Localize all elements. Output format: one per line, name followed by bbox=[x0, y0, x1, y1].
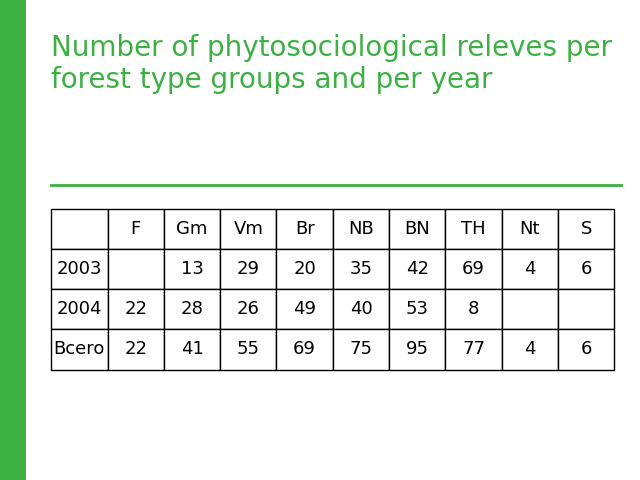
Text: 42: 42 bbox=[406, 260, 429, 278]
Text: 49: 49 bbox=[293, 300, 316, 318]
Bar bbox=[558, 289, 614, 329]
Text: S: S bbox=[580, 220, 592, 238]
Bar bbox=[51, 249, 108, 289]
Bar bbox=[389, 249, 445, 289]
Text: 4: 4 bbox=[524, 340, 536, 359]
Bar bbox=[333, 209, 389, 249]
Bar bbox=[502, 249, 558, 289]
Bar bbox=[108, 329, 164, 370]
Bar bbox=[108, 209, 164, 249]
Bar bbox=[389, 209, 445, 249]
Text: 8: 8 bbox=[468, 300, 479, 318]
Bar bbox=[558, 209, 614, 249]
Bar bbox=[164, 329, 220, 370]
Text: 35: 35 bbox=[349, 260, 372, 278]
Text: 6: 6 bbox=[580, 340, 592, 359]
Bar bbox=[164, 289, 220, 329]
Text: 53: 53 bbox=[406, 300, 429, 318]
Text: Vm: Vm bbox=[234, 220, 263, 238]
Bar bbox=[389, 289, 445, 329]
Bar bbox=[276, 329, 333, 370]
Text: 26: 26 bbox=[237, 300, 260, 318]
Bar bbox=[502, 209, 558, 249]
Bar bbox=[276, 289, 333, 329]
Bar bbox=[0, 0, 26, 480]
Text: TH: TH bbox=[461, 220, 486, 238]
Bar bbox=[333, 289, 389, 329]
Text: 2003: 2003 bbox=[56, 260, 102, 278]
Bar bbox=[220, 249, 276, 289]
Bar bbox=[220, 209, 276, 249]
Text: 6: 6 bbox=[580, 260, 592, 278]
Text: 2004: 2004 bbox=[56, 300, 102, 318]
Bar bbox=[108, 289, 164, 329]
Text: F: F bbox=[131, 220, 141, 238]
Bar bbox=[220, 289, 276, 329]
Bar bbox=[220, 329, 276, 370]
Bar bbox=[51, 289, 108, 329]
Text: 20: 20 bbox=[293, 260, 316, 278]
Bar bbox=[558, 249, 614, 289]
Bar bbox=[51, 329, 108, 370]
Text: 22: 22 bbox=[124, 300, 147, 318]
Text: Gm: Gm bbox=[176, 220, 208, 238]
Text: NB: NB bbox=[348, 220, 374, 238]
Text: 13: 13 bbox=[180, 260, 204, 278]
Text: 40: 40 bbox=[349, 300, 372, 318]
Bar bbox=[276, 249, 333, 289]
Bar bbox=[276, 209, 333, 249]
Bar bbox=[558, 329, 614, 370]
Text: 55: 55 bbox=[237, 340, 260, 359]
Bar bbox=[502, 329, 558, 370]
Bar bbox=[108, 249, 164, 289]
Text: 95: 95 bbox=[406, 340, 429, 359]
Text: 4: 4 bbox=[524, 260, 536, 278]
Text: 69: 69 bbox=[462, 260, 485, 278]
Bar bbox=[389, 329, 445, 370]
Text: 77: 77 bbox=[462, 340, 485, 359]
Bar bbox=[51, 209, 108, 249]
Text: 69: 69 bbox=[293, 340, 316, 359]
Text: Number of phytosociological releves per
forest type groups and per year: Number of phytosociological releves per … bbox=[51, 34, 612, 94]
Text: BN: BN bbox=[404, 220, 430, 238]
Text: 28: 28 bbox=[180, 300, 204, 318]
Bar bbox=[333, 329, 389, 370]
Text: Nt: Nt bbox=[520, 220, 540, 238]
Text: Bcero: Bcero bbox=[54, 340, 105, 359]
Bar bbox=[502, 289, 558, 329]
Text: Br: Br bbox=[295, 220, 314, 238]
Bar bbox=[445, 329, 502, 370]
Bar bbox=[445, 209, 502, 249]
Bar bbox=[333, 249, 389, 289]
Bar bbox=[445, 249, 502, 289]
Bar bbox=[164, 249, 220, 289]
Text: 41: 41 bbox=[180, 340, 204, 359]
Text: 75: 75 bbox=[349, 340, 372, 359]
Bar bbox=[164, 209, 220, 249]
Text: 29: 29 bbox=[237, 260, 260, 278]
Bar bbox=[445, 289, 502, 329]
Text: 22: 22 bbox=[124, 340, 147, 359]
